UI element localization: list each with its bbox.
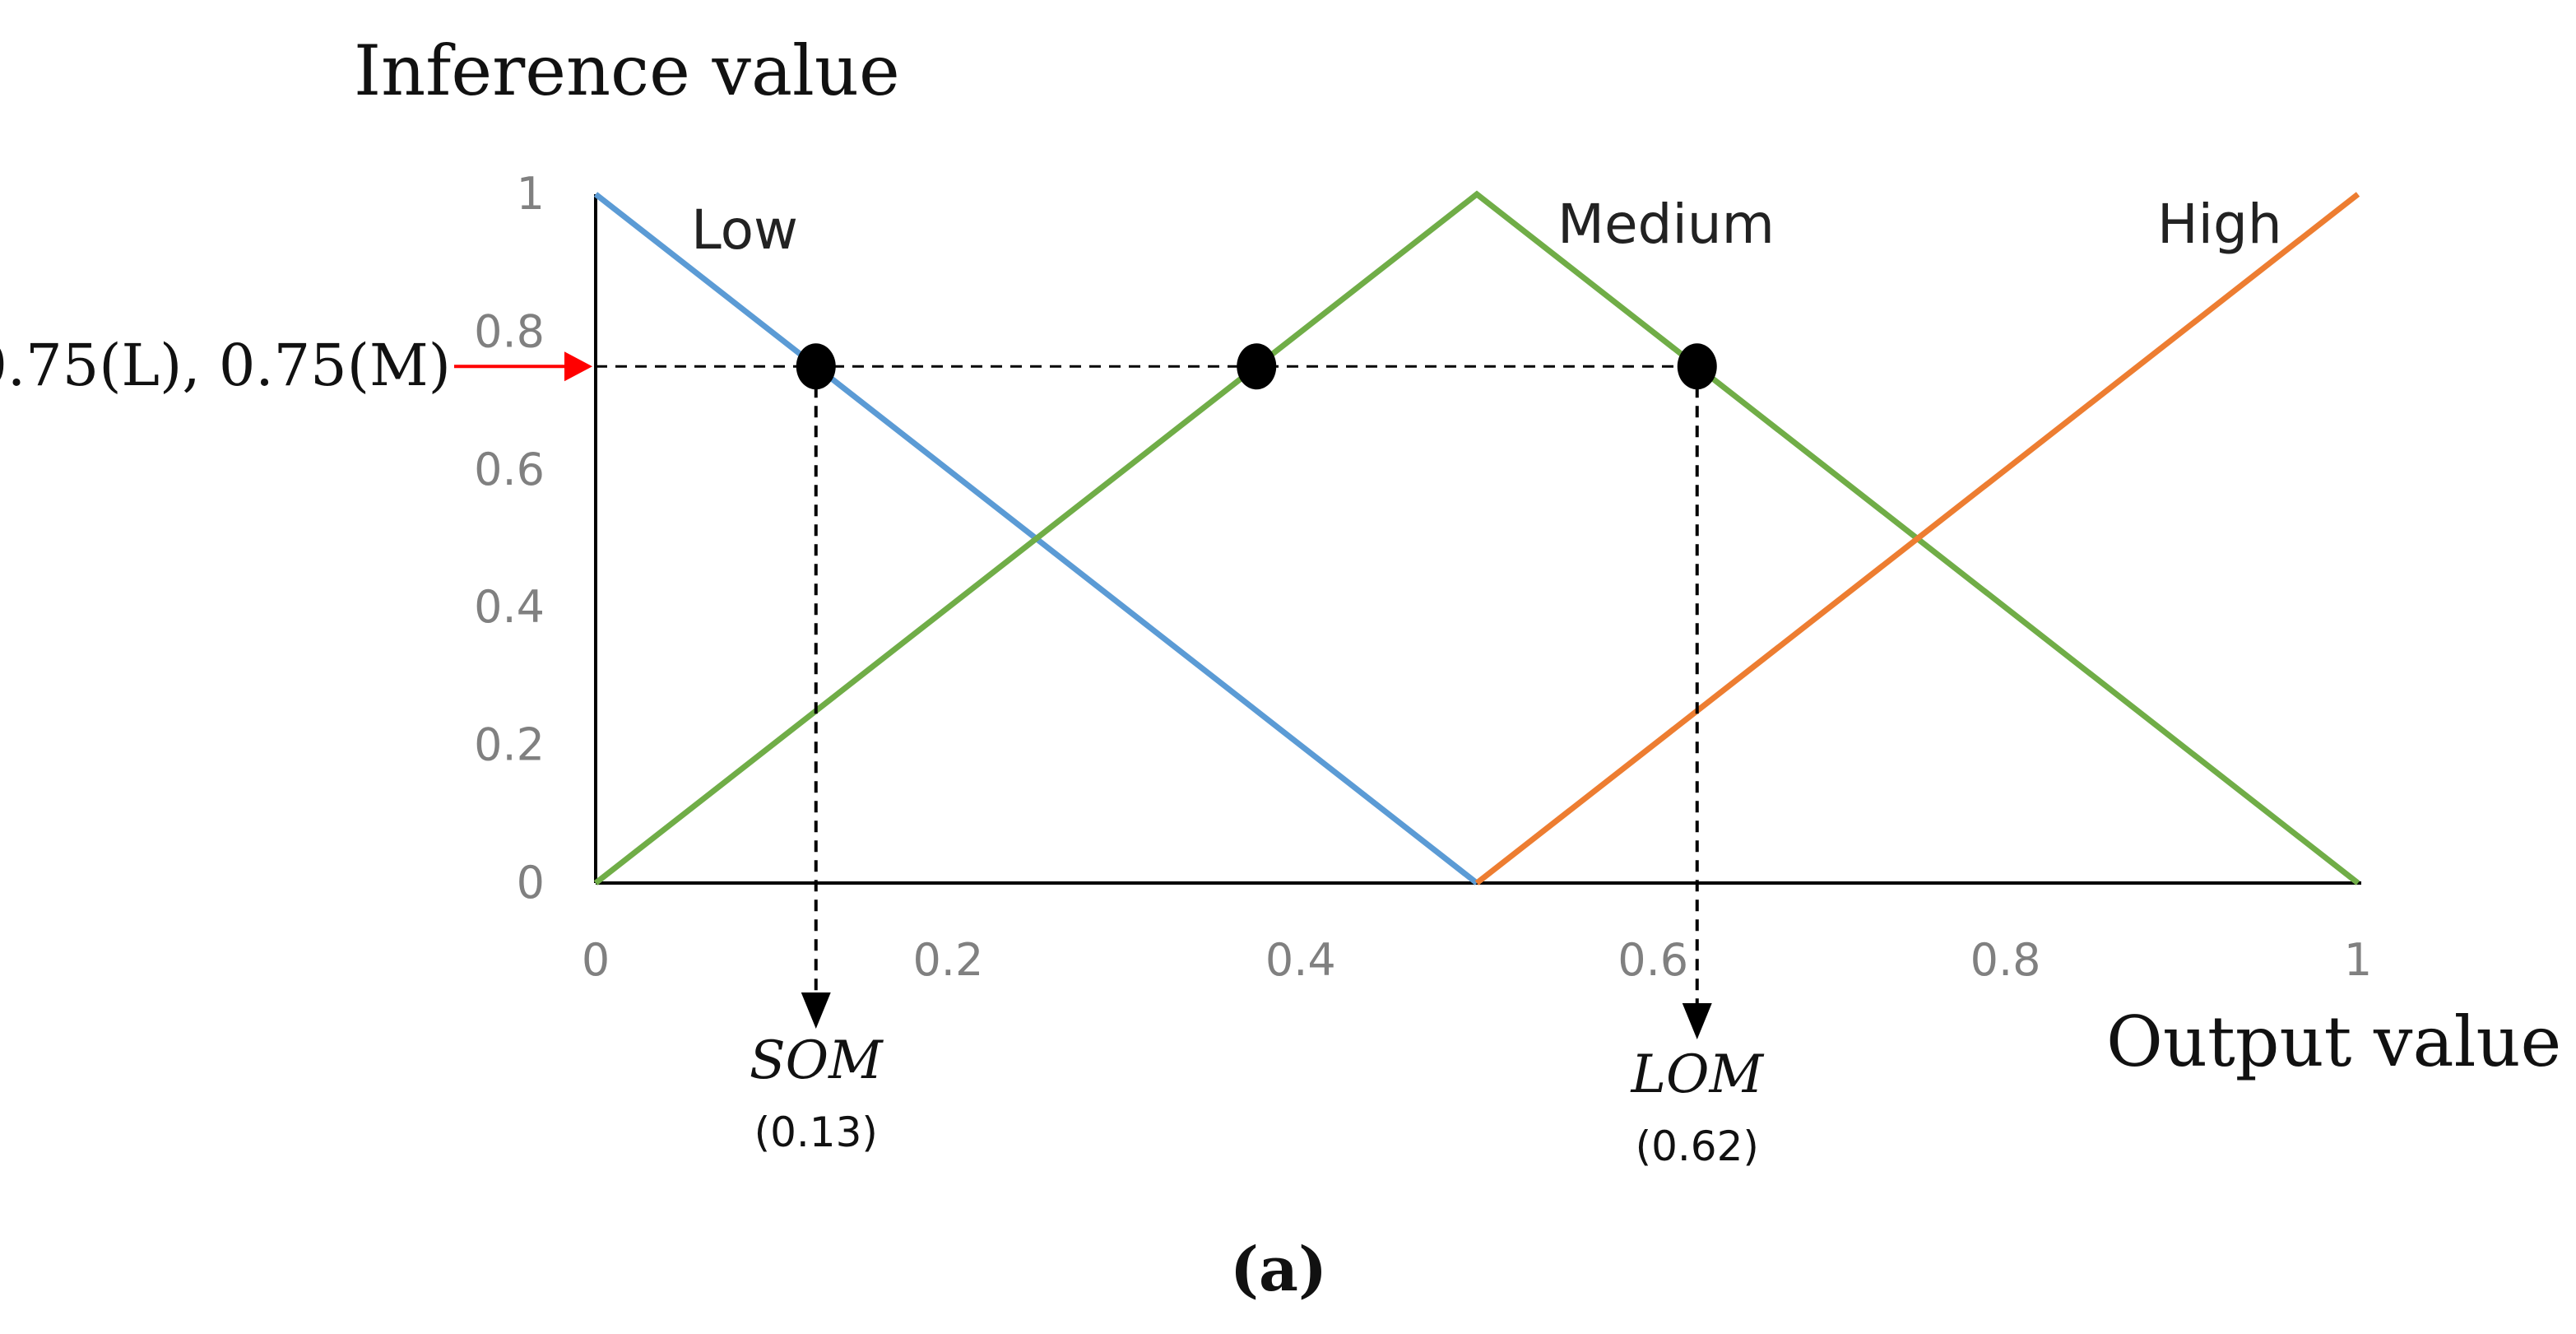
input-arrow-head	[564, 351, 592, 382]
figure-caption: (a)	[1230, 1234, 1327, 1305]
tick-layer: 0 0.2 0.4 0.6 0.8 1 0 0.2 0.4 0.6 0.8 1	[474, 168, 2372, 986]
marker-value-lom: (0.62)	[1636, 1123, 1759, 1170]
x-tick-label: 1	[2344, 934, 2372, 986]
y-tick-label: 0.4	[474, 581, 545, 633]
x-axis-title: Output value	[2106, 1002, 2561, 1082]
intersection-point-3	[1677, 343, 1717, 390]
y-axis-title: Inference value	[354, 30, 900, 111]
series-line-medium	[593, 190, 2360, 885]
x-tick-label: 0.4	[1265, 934, 1336, 986]
series-label-low: Low	[691, 198, 798, 262]
marker-name-som: SOM	[750, 1030, 884, 1091]
x-tick-label: 0.6	[1618, 934, 1688, 986]
series-label-medium: Medium	[1557, 193, 1775, 256]
marker-name-lom: LOM	[1631, 1044, 1765, 1105]
series-layer	[593, 190, 2360, 885]
y-tick-label: 0.8	[474, 305, 545, 357]
x-tick-label: 0.2	[912, 934, 983, 986]
input-level-label: 0.75(L), 0.75(M)	[0, 332, 451, 399]
intersection-point-2	[1237, 343, 1277, 390]
x-tick-label: 0	[582, 934, 610, 986]
y-tick-label: 0.2	[474, 719, 545, 771]
guide-layer	[454, 351, 1712, 1039]
y-tick-label: 1	[517, 168, 545, 220]
y-tick-label: 0	[517, 857, 545, 909]
label-layer: Low Medium High SOM (0.13) LOM (0.62)	[691, 193, 2282, 1170]
series-line-high	[1474, 192, 2360, 885]
marker-value-som: (0.13)	[754, 1109, 878, 1156]
x-tick-label: 0.8	[1970, 934, 2041, 986]
intersection-point-1	[796, 343, 836, 390]
y-tick-label: 0.6	[474, 444, 545, 495]
marker-arrow-head-som	[801, 992, 831, 1029]
point-layer	[796, 343, 1717, 390]
marker-arrow-head-lom	[1682, 1003, 1712, 1039]
series-label-high: High	[2157, 193, 2282, 256]
